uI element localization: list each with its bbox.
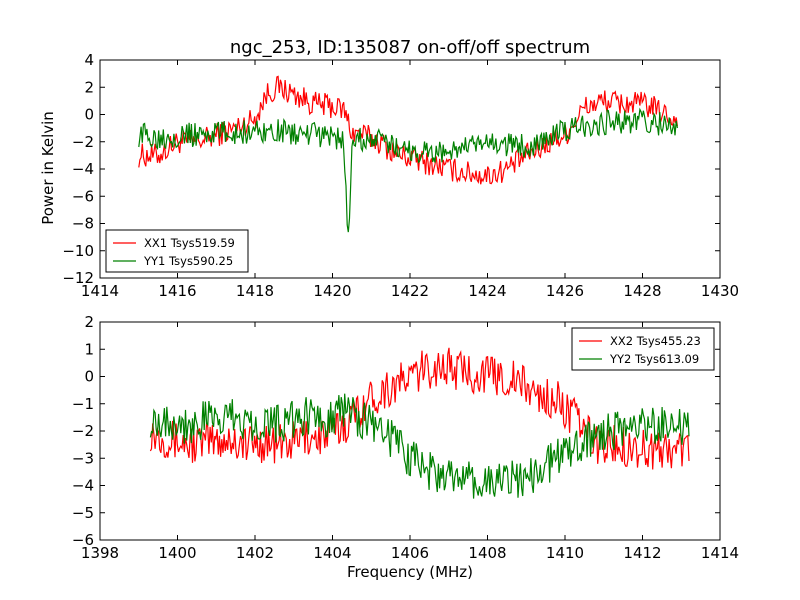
- y-tick-label: −6: [72, 531, 94, 549]
- y-tick-label: 2: [84, 313, 94, 331]
- series-line-yy1: [138, 107, 678, 233]
- y-tick-label: −6: [72, 187, 94, 205]
- x-tick-label: 1410: [546, 544, 584, 562]
- x-tick-label: 1430: [701, 282, 739, 300]
- x-tick-label: 1412: [623, 544, 661, 562]
- series-line-yy2: [149, 393, 690, 499]
- x-tick-label: 1424: [468, 282, 506, 300]
- x-tick-label: 1418: [236, 282, 274, 300]
- y-tick-label: −2: [72, 133, 94, 151]
- y-tick-label: 0: [84, 106, 94, 124]
- legend-box: [571, 327, 715, 371]
- x-tick-label: 1414: [701, 544, 739, 562]
- legend-label: YY2 Tsys613.09: [609, 352, 699, 366]
- legend: XX1 Tsys519.59 YY1 Tsys590.25: [105, 229, 249, 273]
- x-tick-label: 1420: [313, 282, 351, 300]
- x-tick-label: 1428: [623, 282, 661, 300]
- legend-label: YY1 Tsys590.25: [143, 254, 233, 268]
- top-panel: 1414 1416 1418 1420 1422 1424 1426 1428 1430 −12 −…: [62, 51, 739, 300]
- y-tick-label: −5: [72, 504, 94, 522]
- x-tick-label: 1400: [158, 544, 196, 562]
- y-tick-label: 4: [84, 51, 94, 69]
- y-tick-label: 2: [84, 78, 94, 96]
- y-tick-label: −4: [72, 477, 94, 495]
- legend-label: XX1 Tsys519.59: [144, 236, 235, 250]
- bottom-panel: 1398 1400 1402 1404 1406 1408 1410 1412 1414 −6 −5…: [72, 313, 739, 562]
- y-tick-label: −8: [72, 215, 94, 233]
- y-tick-label: 1: [84, 340, 94, 358]
- y-tick-label: −10: [62, 242, 94, 260]
- y-tick-label: −3: [72, 449, 94, 467]
- legend-label: XX2 Tsys455.23: [610, 334, 701, 348]
- x-tick-label: 1398: [81, 544, 119, 562]
- x-tick-label: 1406: [391, 544, 429, 562]
- x-tick-label: 1426: [546, 282, 584, 300]
- y-tick-label: −2: [72, 422, 94, 440]
- x-tick-label: 1404: [313, 544, 351, 562]
- y-tick-label: −4: [72, 160, 94, 178]
- legend-box: [105, 229, 249, 273]
- figure-title: ngc_253, ID:135087 on-off/off spectrum: [230, 37, 590, 58]
- y-tick-label: 0: [84, 368, 94, 386]
- y-axis-label-top: Power in Kelvin: [39, 111, 57, 225]
- x-tick-label: 1402: [236, 544, 274, 562]
- x-tick-label: 1422: [391, 282, 429, 300]
- x-tick-label: 1408: [468, 544, 506, 562]
- legend: XX2 Tsys455.23 YY2 Tsys613.09: [571, 327, 715, 371]
- x-tick-label: 1414: [81, 282, 119, 300]
- y-tick-label: −12: [62, 269, 94, 287]
- x-tick-label: 1416: [158, 282, 196, 300]
- x-axis-label-bottom: Frequency (MHz): [347, 563, 473, 581]
- y-tick-label: −1: [72, 395, 94, 413]
- series-line-xx1: [138, 75, 678, 185]
